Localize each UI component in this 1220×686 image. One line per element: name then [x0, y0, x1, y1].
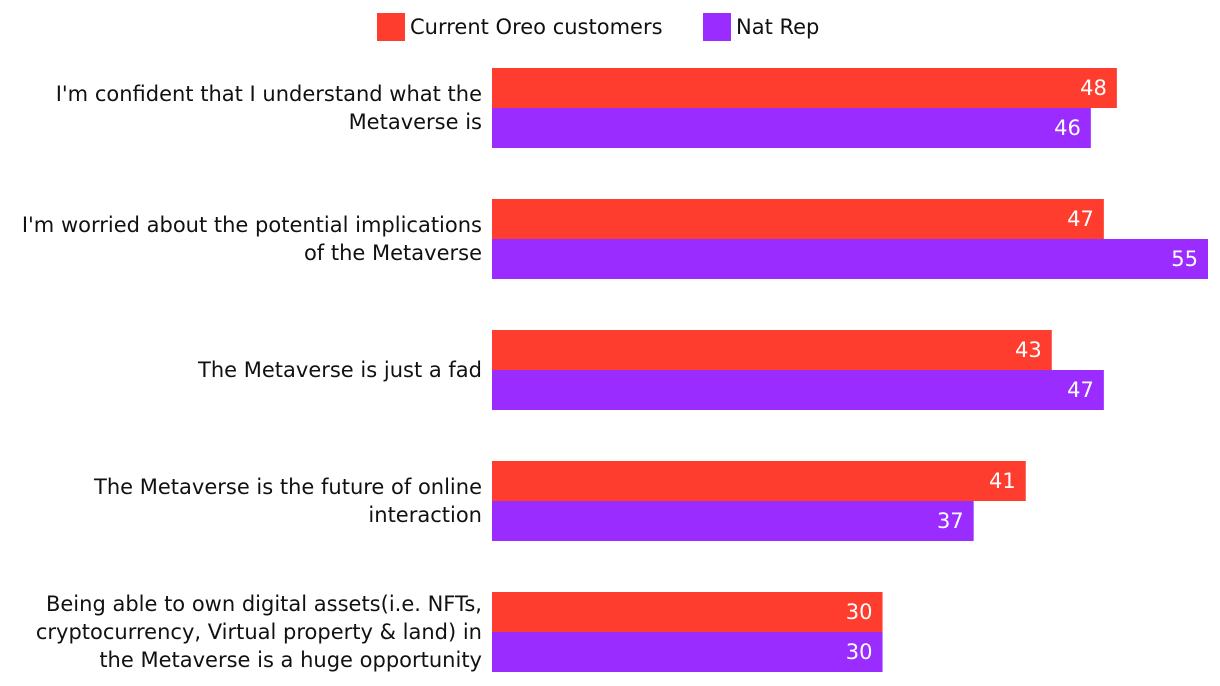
bar [492, 632, 883, 672]
category-label: Being able to own digital assets(i.e. NF… [35, 592, 482, 672]
bar [492, 68, 1117, 108]
value-label: 30 [845, 600, 873, 624]
legend-swatch [703, 13, 731, 41]
value-label: 46 [1054, 116, 1081, 140]
value-label: 47 [1067, 207, 1094, 231]
value-label: 37 [936, 509, 964, 533]
bar [492, 239, 1208, 279]
legend-swatch [377, 13, 405, 41]
category-label: I'm worried about the potential implicat… [21, 213, 482, 265]
legend-label: Nat Rep [736, 15, 820, 39]
bar [492, 461, 1026, 501]
value-label: 43 [1015, 338, 1042, 362]
bar [492, 199, 1104, 239]
value-label: 47 [1067, 378, 1094, 402]
value-label: 48 [1080, 76, 1107, 100]
bar [492, 501, 974, 541]
value-label: 30 [845, 640, 873, 664]
category-label: The Metaverse is just a fad [198, 358, 482, 382]
value-label: 55 [1171, 247, 1198, 271]
bar [492, 592, 883, 632]
category-label: I'm confident that I understand what the… [55, 82, 482, 134]
bar [492, 370, 1104, 410]
legend-label: Current Oreo customers [410, 15, 663, 39]
bar [492, 108, 1091, 148]
category-label: The Metaverse is the future of online in… [94, 475, 482, 527]
value-label: 41 [989, 469, 1016, 493]
bar [492, 330, 1052, 370]
